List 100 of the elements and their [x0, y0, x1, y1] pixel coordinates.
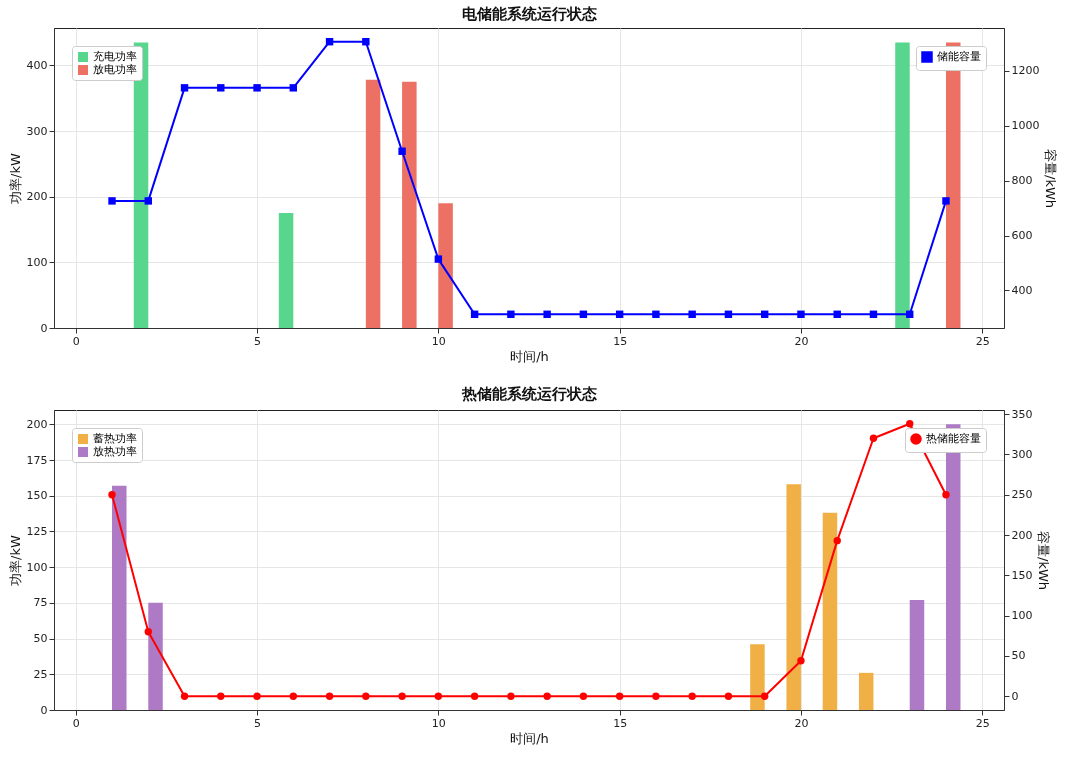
bar: [365, 79, 381, 328]
point: [253, 692, 261, 700]
point: [615, 692, 624, 700]
legend-label: 放热功率: [93, 445, 137, 458]
point: [906, 420, 914, 428]
point: [362, 38, 370, 46]
point: [652, 310, 660, 318]
x-tick-label: 15: [613, 716, 628, 730]
bar: [148, 602, 163, 710]
point: [942, 490, 950, 499]
y-tick-label: 100: [26, 560, 48, 574]
y2-tick-label: 1000: [1011, 119, 1040, 133]
bar: [909, 600, 925, 710]
y-tick-label: 0: [40, 321, 48, 335]
bar: [858, 672, 874, 710]
y-tick-label: 200: [26, 417, 48, 431]
x-tick-label: 20: [794, 716, 809, 730]
x-axis-title: 时间/h: [510, 730, 549, 746]
bar: [278, 213, 294, 328]
y-tick-label: 100: [26, 255, 48, 269]
x-tick-label: 10: [431, 716, 446, 730]
legend-label: 蓄热功率: [93, 432, 137, 445]
x-tick-label: 25: [975, 716, 990, 730]
x-tick-label: 10: [431, 334, 446, 348]
legend-label: 放电功率: [93, 63, 137, 76]
y2-tick-label: 350: [1011, 407, 1033, 421]
point: [688, 310, 696, 318]
y2-tick-label: 800: [1011, 174, 1033, 188]
bar: [895, 42, 910, 328]
x-tick-label: 5: [254, 716, 262, 730]
x-tick-label: 20: [794, 334, 809, 348]
y2-tick-label: 600: [1011, 229, 1033, 242]
y-tick-label: 0: [40, 703, 48, 717]
x-tick-label: 15: [613, 334, 628, 348]
point: [869, 434, 878, 442]
point: [543, 310, 551, 318]
point: [833, 536, 841, 545]
point: [760, 692, 769, 700]
point: [470, 692, 479, 700]
y2-tick-label: 300: [1011, 447, 1033, 461]
point: [652, 692, 660, 700]
x-tick-label: 25: [975, 334, 990, 348]
point: [289, 84, 298, 92]
y2-tick-label: 400: [1011, 283, 1033, 297]
point: [543, 692, 551, 700]
y-tick-label: 50: [33, 632, 48, 646]
y-axis-title: 功率/kW: [7, 534, 23, 586]
legend-label: 储能容量: [937, 50, 981, 63]
point: [144, 628, 152, 636]
point: [579, 692, 588, 700]
point: [180, 84, 189, 92]
point: [108, 197, 116, 205]
point: [507, 310, 515, 318]
y2-tick-label: 100: [1011, 609, 1033, 623]
point: [108, 490, 116, 499]
point: [325, 692, 334, 700]
y-axis-title: 功率/kW: [7, 152, 23, 204]
point: [688, 692, 696, 700]
point: [144, 197, 152, 205]
y-tick-label: 25: [33, 667, 48, 681]
point: [180, 692, 189, 700]
point: [797, 657, 805, 665]
bar: [750, 644, 765, 710]
bar: [822, 512, 838, 710]
y2-tick-label: 0: [1011, 689, 1019, 703]
y-tick-label: 400: [26, 58, 48, 72]
x-tick-label: 0: [72, 716, 80, 730]
point: [253, 84, 261, 92]
point: [434, 255, 443, 263]
point: [398, 692, 406, 700]
y2-axis-title: 容量/kWh: [1043, 148, 1059, 209]
y-tick-label: 300: [26, 124, 48, 138]
point: [398, 147, 406, 155]
point: [434, 692, 443, 700]
legend-label: 充电功率: [93, 50, 137, 63]
y-tick-label: 150: [26, 489, 48, 503]
point: [507, 692, 515, 700]
y2-tick-label: 1200: [1011, 64, 1040, 78]
y2-axis-title: 容量/kWh: [1036, 530, 1052, 591]
point: [833, 310, 841, 318]
point: [724, 692, 733, 700]
y-tick-label: 125: [26, 524, 48, 538]
point: [217, 84, 225, 92]
point: [942, 197, 950, 205]
legend-label: 热储能容量: [926, 432, 981, 445]
bar: [438, 203, 453, 328]
chart-title: 热储能系统运行状态: [460, 385, 597, 404]
x-tick-label: 0: [72, 334, 80, 348]
x-tick-label: 5: [254, 334, 262, 348]
y-tick-label: 75: [33, 596, 48, 610]
y2-tick-label: 250: [1011, 488, 1033, 502]
point: [362, 692, 370, 700]
y-tick-label: 175: [26, 453, 48, 467]
bar: [402, 81, 417, 328]
chart-title: 电储能系统运行状态: [461, 5, 597, 23]
point: [797, 310, 805, 318]
y2-tick-label: 50: [1011, 649, 1026, 663]
bar: [112, 485, 127, 710]
y-tick-label: 200: [26, 190, 48, 204]
point: [289, 692, 298, 700]
